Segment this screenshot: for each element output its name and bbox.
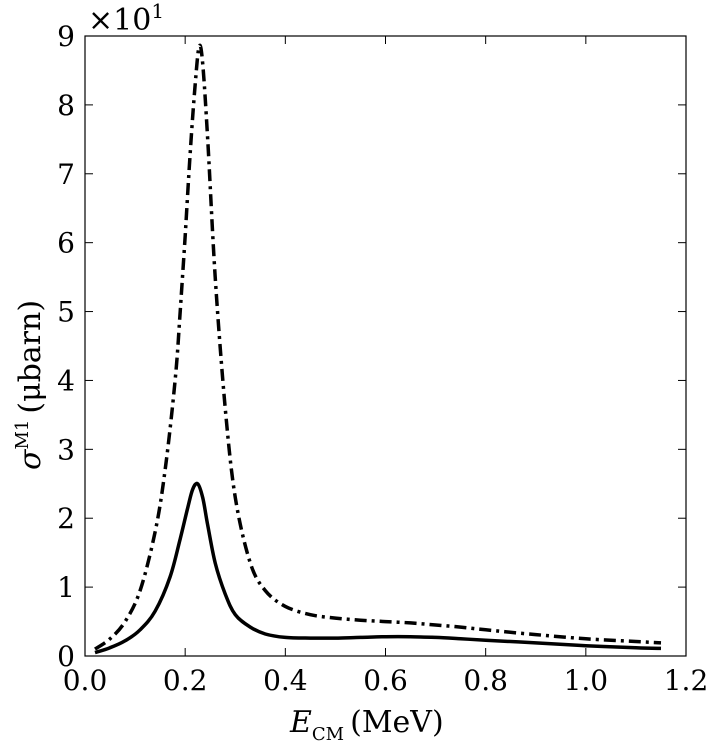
x-tick-label: 0.4 <box>263 664 308 697</box>
x-axis-label: ECM (MeV) <box>289 705 444 743</box>
y-tick-label: 3 <box>57 433 75 466</box>
series-line-solid <box>94 481 662 655</box>
y-tick-label: 7 <box>57 158 75 191</box>
x-ticks: 0.0 0.2 0.4 0.6 0.8 1.0 1.2 <box>63 36 707 697</box>
x-tick-label: 1.2 <box>664 664 707 697</box>
y-tick-label: 0 <box>57 640 75 673</box>
y-tick-label: 2 <box>57 502 75 535</box>
y-axis-label: σM1(μbarn) <box>12 300 48 470</box>
y-tick-label: 6 <box>57 227 75 260</box>
x-tick-label: 0.8 <box>463 664 508 697</box>
y-tick-label: 9 <box>57 20 75 53</box>
x-tick-label: 0.0 <box>63 664 108 697</box>
x-tick-label: 1.0 <box>564 664 609 697</box>
x-tick-label: 0.2 <box>163 664 208 697</box>
y-tick-label: 8 <box>57 89 75 122</box>
y-ticks: 0 1 2 3 4 5 6 7 8 9 <box>57 20 686 673</box>
y-axis-multiplier: ×101 <box>88 0 164 38</box>
plot-area <box>84 35 687 657</box>
x-tick-label: 0.6 <box>363 664 408 697</box>
y-tick-label: 4 <box>57 364 75 397</box>
y-tick-label: 1 <box>57 571 75 604</box>
series-line-dashdot <box>94 43 662 651</box>
y-tick-label: 5 <box>57 296 75 329</box>
